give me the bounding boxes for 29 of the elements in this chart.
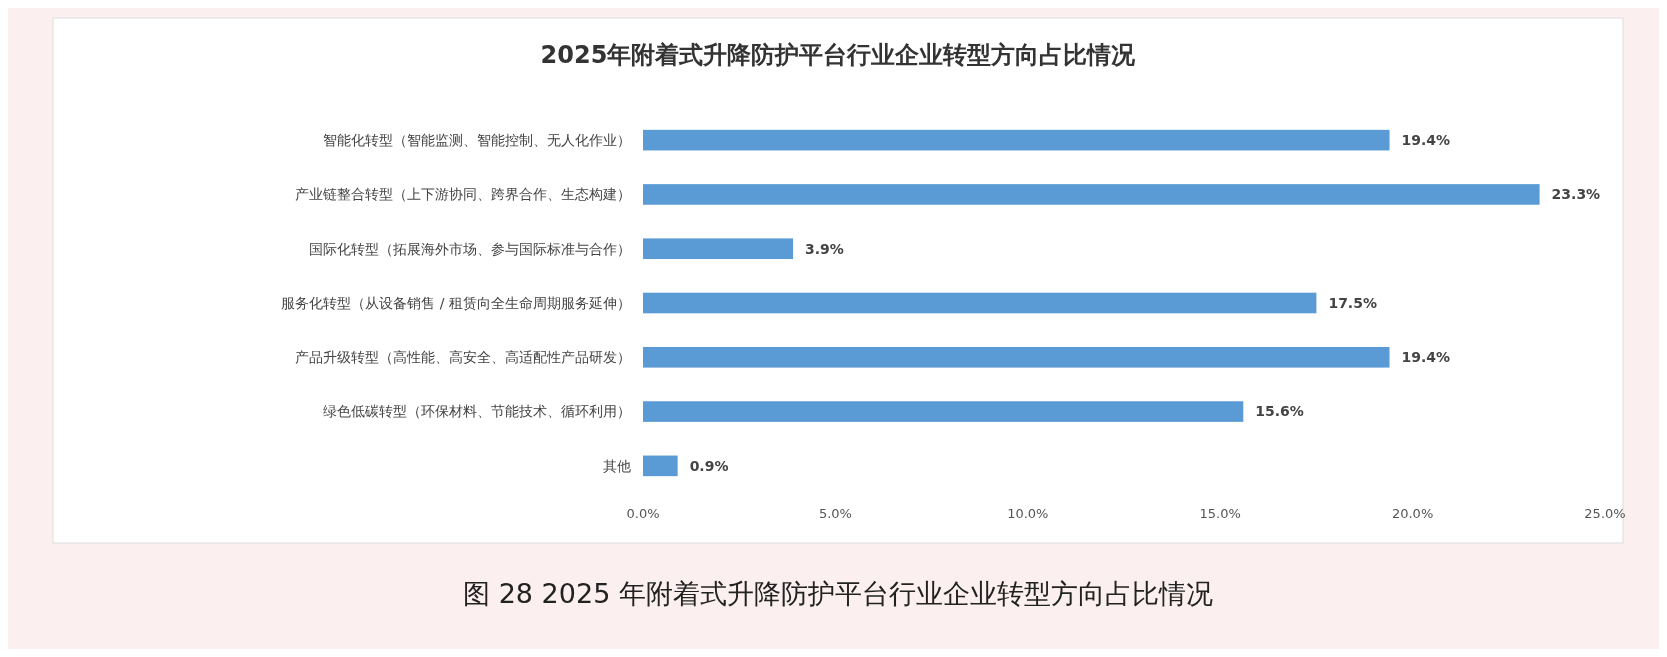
bar <box>643 129 1390 151</box>
y-tick-label: 产业链整合转型（上下游协同、跨界合作、生态构建） <box>295 186 631 203</box>
x-tick-label: 5.0% <box>818 506 852 521</box>
data-label: 0.9% <box>689 457 729 474</box>
chart-title: 2025年附着式升降防护平台行业企业转型方向占比情况 <box>540 41 1137 69</box>
y-tick-label: 其他 <box>603 457 631 474</box>
data-label: 19.4% <box>1401 349 1451 366</box>
y-tick-label: 智能化转型（智能监测、智能控制、无人化作业） <box>323 132 631 149</box>
data-label: 3.9% <box>805 240 844 257</box>
bar <box>643 238 794 260</box>
bar <box>643 292 1317 314</box>
y-tick-label: 产品升级转型（高性能、高安全、高适配性产品研发） <box>295 349 631 366</box>
bar <box>643 184 1540 205</box>
data-label: 23.3% <box>1551 186 1601 203</box>
x-tick-label: 15.0% <box>1199 506 1241 521</box>
x-tick-label: 20.0% <box>1391 506 1434 521</box>
y-tick-label: 绿色低碳转型（环保材料、节能技术、循环利用） <box>323 403 631 420</box>
x-tick-label: 0.0% <box>626 506 660 521</box>
bar <box>643 346 1390 368</box>
data-label: 17.5% <box>1328 294 1377 311</box>
caption: 图 28 2025 年附着式升降防护平台行业企业转型方向占比情况 <box>463 578 1213 609</box>
data-label: 19.4% <box>1401 132 1451 149</box>
y-tick-label: 服务化转型（从设备销售 / 租赁向全生命周期服务延伸） <box>281 294 631 311</box>
y-tick-label: 国际化转型（拓展海外市场、参与国际标准与合作） <box>309 240 631 257</box>
bar <box>643 455 678 477</box>
x-tick-label: 10.0% <box>1007 506 1049 521</box>
bar <box>643 401 1244 422</box>
data-label: 15.6% <box>1255 403 1304 420</box>
x-tick-label: 25.0% <box>1584 506 1626 521</box>
